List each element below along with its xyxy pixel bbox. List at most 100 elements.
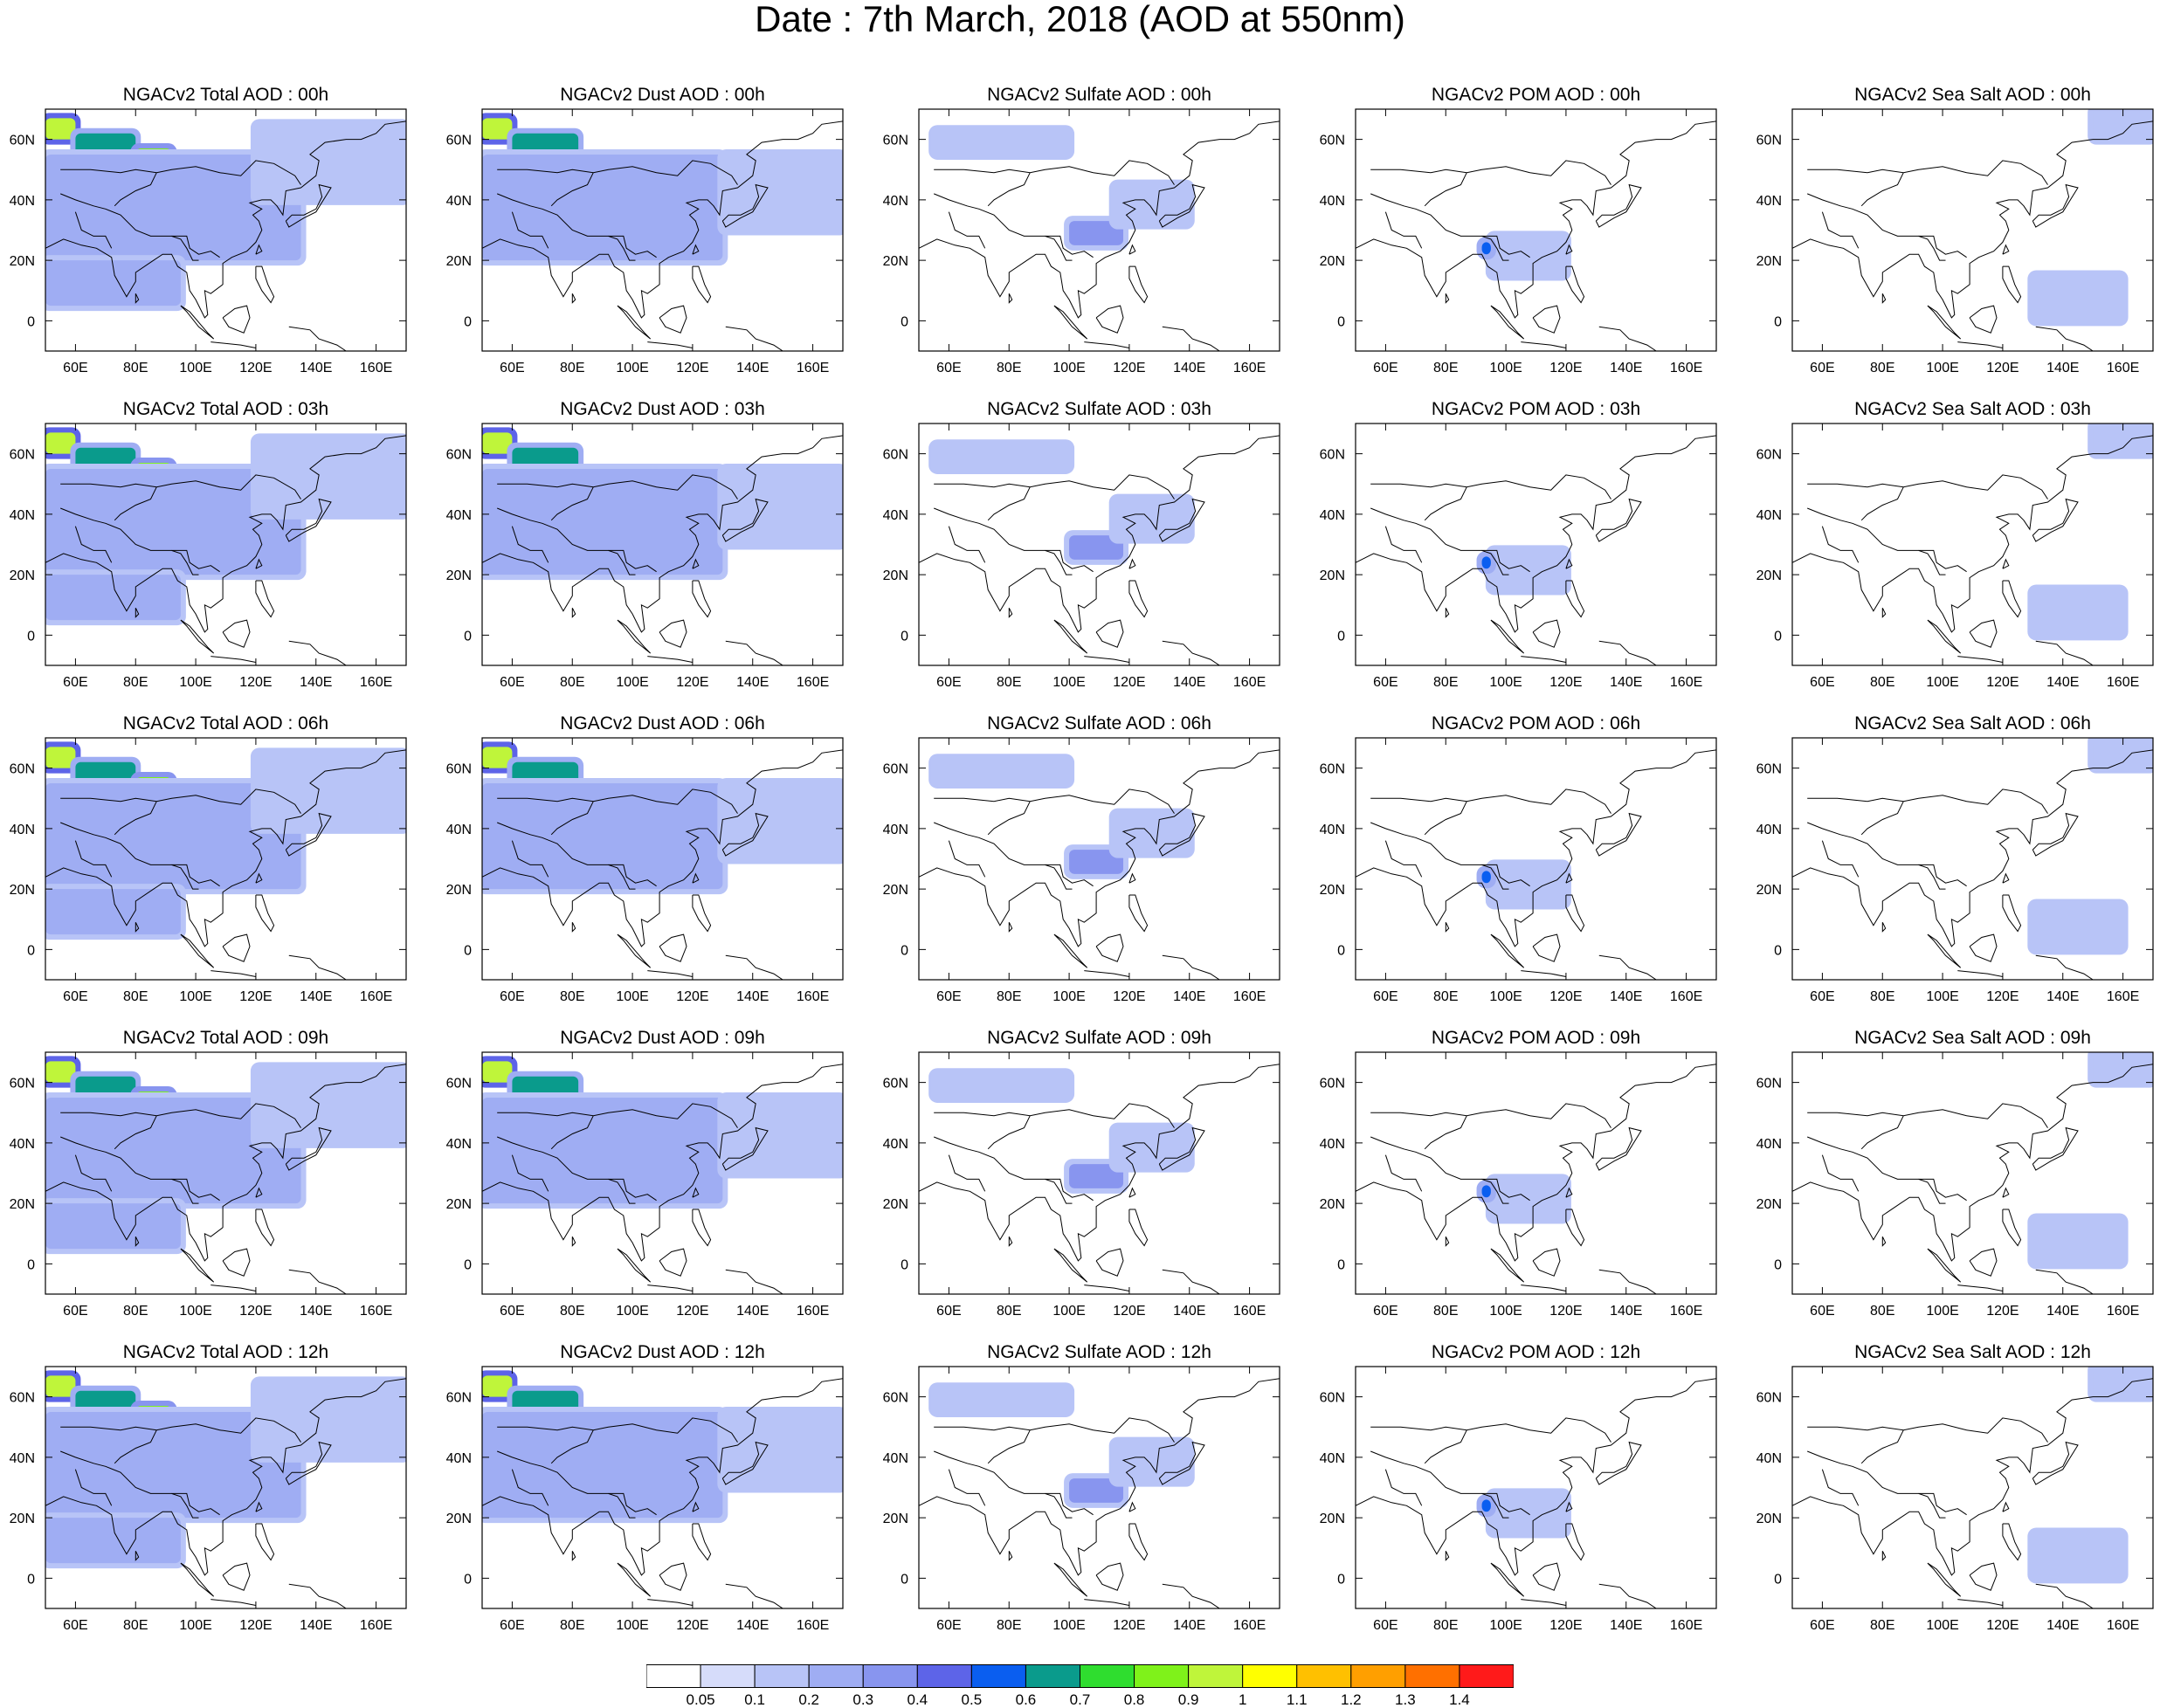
coastline: [1957, 1599, 2003, 1606]
coastline: [1370, 507, 1530, 573]
coastline: [60, 193, 220, 258]
coastline: [114, 1115, 157, 1150]
coastline: [987, 486, 1031, 521]
coastline: [934, 474, 1175, 499]
x-tick-label: 160E: [1670, 989, 1702, 1004]
coastline: [1481, 549, 1509, 575]
x-tick-label: 60E: [936, 1304, 961, 1319]
panel-title: NGACv2 Dust AOD : 09h: [560, 1028, 765, 1048]
coastline: [74, 1469, 113, 1506]
coastline: [1370, 1417, 1611, 1443]
x-tick-label: 140E: [736, 1618, 769, 1633]
x-tick-label: 120E: [1986, 1618, 2019, 1633]
coastline: [497, 789, 738, 814]
coastline: [1860, 1429, 1904, 1464]
coastline: [74, 1154, 113, 1192]
coastline: [1095, 619, 1124, 648]
coastline: [1084, 1284, 1129, 1291]
coastline: [1128, 872, 1136, 884]
panel-frame: [1355, 1051, 1717, 1295]
coastline: [285, 1441, 332, 1485]
coastline: [987, 801, 1031, 836]
aod-field: [1114, 184, 1190, 224]
x-tick-label: 160E: [1670, 675, 1702, 690]
coastline: [255, 1187, 263, 1198]
coastline: [171, 235, 199, 261]
map-panel: NGACv2 Dust AOD : 06h 60E 80E 100E 120E 140E 1…: [446, 713, 844, 1004]
coastline: [659, 1562, 687, 1591]
y-tick-label: 0: [1774, 314, 1782, 329]
coastline: [2002, 1187, 2010, 1198]
coastline: [721, 1441, 769, 1485]
y-tick-label: 20N: [446, 254, 472, 269]
panel-frame: [45, 737, 407, 981]
x-tick-label: 60E: [63, 1618, 87, 1633]
panel-title: NGACv2 POM AOD : 00h: [1432, 85, 1640, 105]
x-tick-label: 60E: [1810, 1304, 1834, 1319]
x-tick-label: 120E: [676, 361, 708, 375]
y-tick-label: 0: [901, 1257, 908, 1272]
colorbar-label: 0.4: [907, 1691, 928, 1708]
y-tick-label: 20N: [1756, 1197, 1782, 1212]
coastline: [1860, 1115, 1904, 1150]
coastline: [511, 840, 549, 878]
coastline: [1881, 1550, 1887, 1561]
x-tick-label: 160E: [2107, 675, 2139, 690]
coastline: [1565, 558, 1573, 569]
coastline: [255, 265, 275, 304]
y-tick-label: 20N: [1320, 568, 1345, 583]
coastline: [934, 507, 1094, 573]
x-tick-label: 80E: [1870, 1304, 1894, 1319]
coastline: [1384, 1154, 1423, 1192]
coastline: [1424, 486, 1467, 521]
coastline: [725, 1583, 783, 1608]
coastline: [1445, 1550, 1450, 1561]
aod-field: [1481, 242, 1491, 255]
y-tick-label: 0: [27, 1572, 35, 1587]
coastline: [1595, 498, 1642, 542]
panel-frame: [481, 108, 844, 352]
y-tick-label: 20N: [10, 1197, 35, 1212]
colorbar-label: 0.7: [1070, 1691, 1091, 1708]
panel-frame: [45, 1051, 407, 1295]
coastline: [114, 1429, 157, 1464]
panel-title: NGACv2 POM AOD : 03h: [1432, 399, 1640, 419]
y-tick-label: 40N: [446, 1451, 472, 1466]
coastline: [1128, 1209, 1149, 1247]
map-panel: NGACv2 Sea Salt AOD : 00h 60E 80E 100E 120E 1…: [1756, 85, 2154, 375]
panel-title: NGACv2 POM AOD : 09h: [1432, 1028, 1640, 1048]
panel-title: NGACv2 Sea Salt AOD : 09h: [1854, 1028, 2091, 1048]
panel-title: NGACv2 POM AOD : 06h: [1432, 713, 1640, 733]
x-tick-label: 100E: [616, 1618, 648, 1633]
aod-field: [2093, 1052, 2153, 1083]
coastline: [497, 160, 738, 185]
coastline: [180, 619, 215, 654]
aod-field: [482, 1375, 513, 1397]
aod-field: [1114, 813, 1190, 853]
y-tick-label: 20N: [1756, 1512, 1782, 1526]
y-tick-label: 0: [1774, 1257, 1782, 1272]
coastline: [288, 1583, 347, 1608]
aod-field: [1069, 850, 1124, 874]
aod-field: [512, 447, 579, 469]
panel-frame: [918, 108, 1280, 352]
y-tick-label: 0: [27, 314, 35, 329]
coastline: [2035, 326, 2094, 351]
x-tick-label: 60E: [500, 989, 524, 1004]
x-tick-label: 120E: [1113, 1304, 1145, 1319]
aod-field: [45, 154, 301, 261]
coastline: [647, 1599, 693, 1606]
colorbar-label: 0.1: [744, 1691, 765, 1708]
coastline: [550, 1115, 594, 1150]
x-tick-label: 140E: [300, 989, 332, 1004]
x-tick-label: 80E: [997, 1304, 1021, 1319]
aod-field: [75, 447, 136, 469]
x-tick-label: 60E: [63, 1304, 87, 1319]
coastline: [692, 1501, 700, 1512]
coastline: [1158, 498, 1205, 542]
coastline: [571, 921, 576, 933]
coastline: [1384, 1469, 1423, 1506]
coastline: [692, 872, 700, 884]
coastline: [1807, 193, 1967, 258]
x-tick-label: 120E: [1986, 989, 2019, 1004]
